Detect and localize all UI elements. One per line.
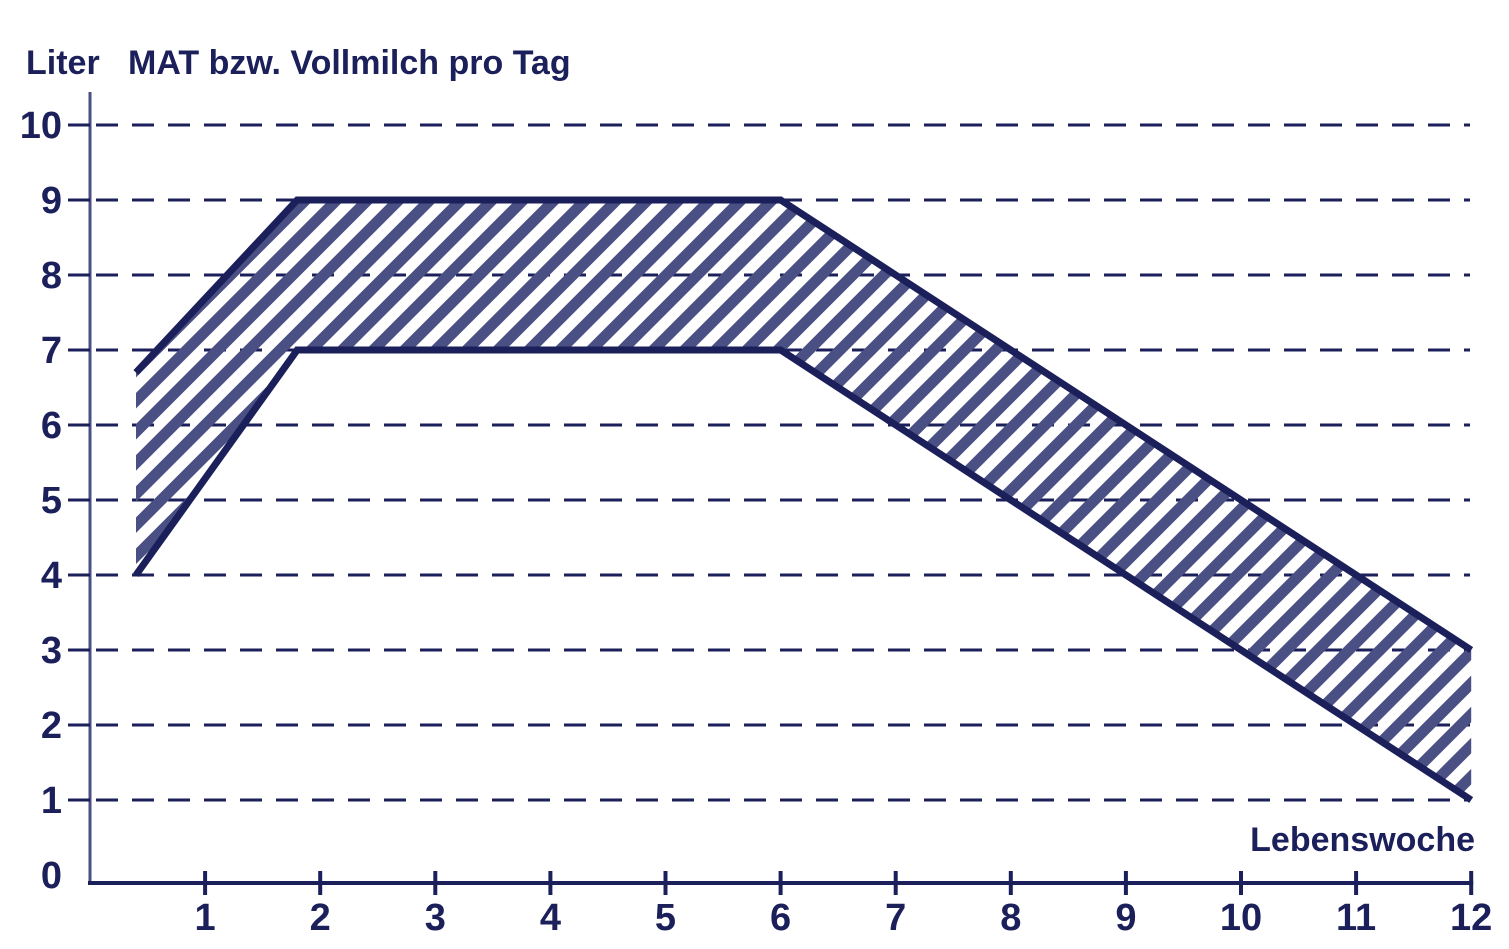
x-tick-label: 6 [770,897,791,939]
y-tick-label: 1 [41,780,62,822]
x-axis-label: Lebenswoche [1250,821,1475,859]
x-tick-label: 8 [1000,897,1021,939]
hatched-range-band [136,200,1472,800]
x-tick-label: 11 [1336,897,1376,939]
x-tick-label: 9 [1115,897,1136,939]
y-tick-label: 0 [41,855,62,897]
y-tick-label: 4 [41,555,62,597]
y-ticks: 0 1 2 3 4 5 6 7 8 9 10 [20,105,90,897]
upper-limit-line [133,196,1474,653]
y-tick-label: 5 [41,480,62,522]
y-tick-label: 7 [41,330,62,372]
lower-limit-line [133,346,1474,803]
y-tick-label: 8 [41,255,62,297]
y-tick-label: 9 [41,180,62,222]
x-tick-label: 2 [310,897,331,939]
y-tick-label: 2 [41,705,62,747]
x-tick-label: 12 [1450,897,1492,939]
x-tick-label: 1 [195,897,216,939]
y-axis-label: Liter [26,44,100,82]
y-tick-label: 10 [20,105,62,147]
x-tick-label: 5 [655,897,676,939]
y-tick-label: 6 [41,405,62,447]
x-tick-label: 3 [425,897,446,939]
x-tick-label: 10 [1220,897,1262,939]
x-tick-label: 7 [885,897,906,939]
x-ticks: 1 2 3 4 5 6 7 8 9 10 11 12 [195,871,1492,939]
y-tick-label: 3 [41,630,62,672]
chart-title: MAT bzw. Vollmilch pro Tag [128,44,571,82]
x-tick-label: 4 [540,897,561,939]
